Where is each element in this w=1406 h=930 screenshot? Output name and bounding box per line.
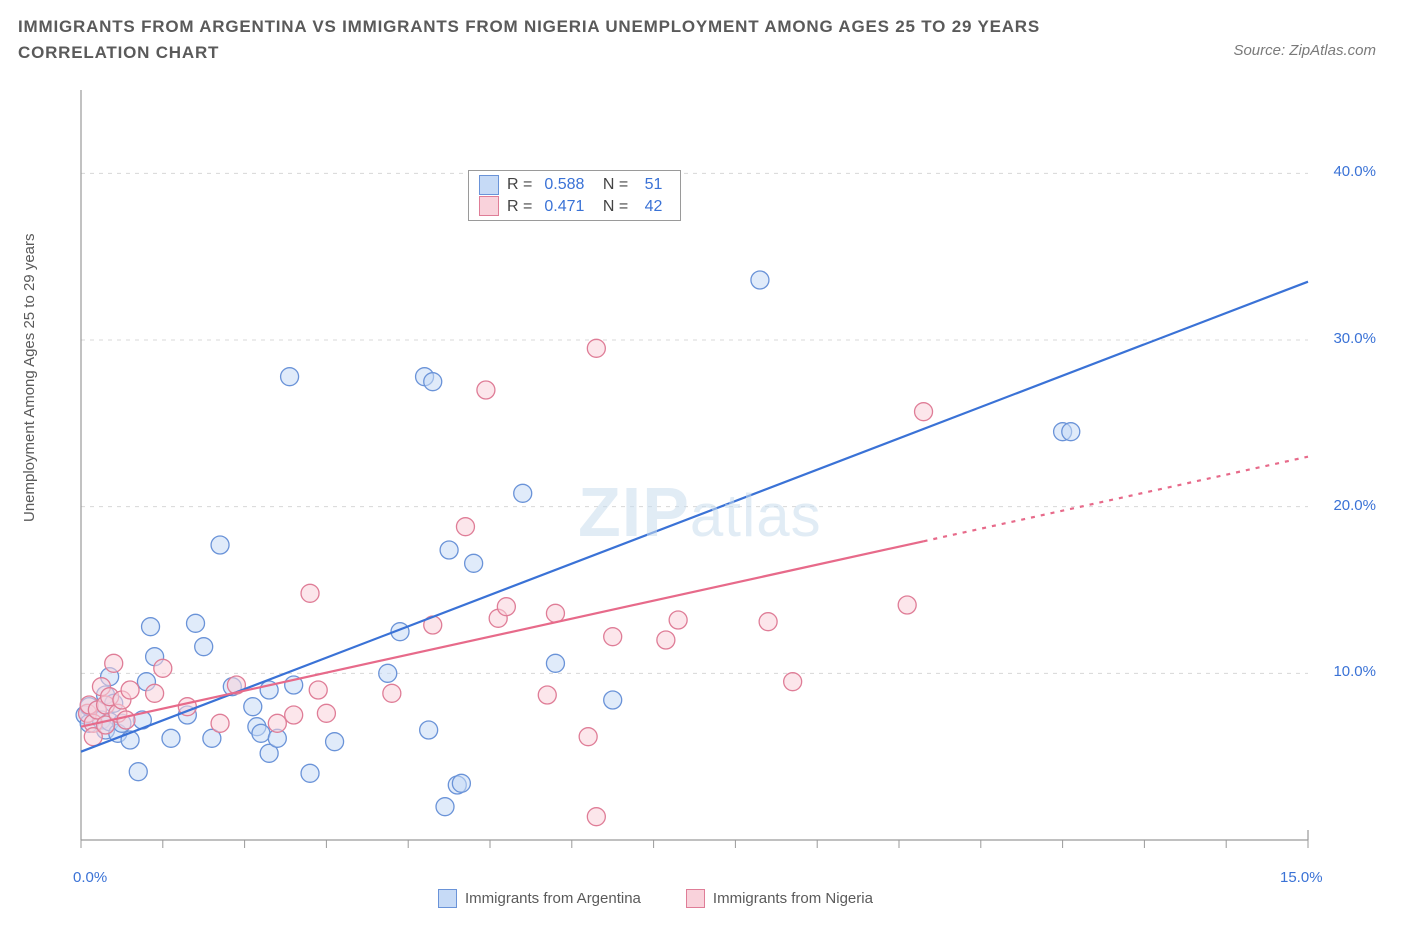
scatter-plot bbox=[73, 82, 1373, 892]
legend-stat-row: R = 0.471 N = 42 bbox=[479, 196, 668, 218]
legend-r-value: 0.588 bbox=[544, 174, 584, 196]
chart-container: Unemployment Among Ages 25 to 29 years Z… bbox=[18, 82, 1388, 914]
legend-stat-row: R = 0.588 N = 51 bbox=[479, 174, 668, 196]
y-axis-label: Unemployment Among Ages 25 to 29 years bbox=[21, 233, 38, 522]
source-attribution: Source: ZipAtlas.com bbox=[1233, 42, 1376, 59]
legend-n-value: 42 bbox=[640, 196, 662, 218]
series-legend-label: Immigrants from Argentina bbox=[465, 890, 641, 907]
y-tick-label: 40.0% bbox=[1333, 163, 1376, 180]
legend-r-value: 0.471 bbox=[544, 196, 584, 218]
legend-n-label: N = bbox=[598, 196, 628, 218]
legend-swatch bbox=[479, 175, 499, 195]
series-legend: Immigrants from Argentina Immigrants from… bbox=[438, 889, 873, 908]
legend-swatch bbox=[686, 889, 705, 908]
legend-swatch bbox=[438, 889, 457, 908]
legend-r-label: R = bbox=[507, 196, 532, 218]
y-tick-label: 20.0% bbox=[1333, 497, 1376, 514]
y-tick-label: 10.0% bbox=[1333, 663, 1376, 680]
stats-legend: R = 0.588 N = 51 R = 0.471 N = 42 bbox=[468, 170, 681, 221]
legend-n-label: N = bbox=[598, 174, 628, 196]
series-legend-label: Immigrants from Nigeria bbox=[713, 890, 873, 907]
y-tick-label: 30.0% bbox=[1333, 330, 1376, 347]
x-tick-label: 0.0% bbox=[73, 869, 107, 886]
x-tick-label: 15.0% bbox=[1280, 869, 1323, 886]
series-legend-item: Immigrants from Nigeria bbox=[686, 889, 873, 908]
series-legend-item: Immigrants from Argentina bbox=[438, 889, 641, 908]
legend-swatch bbox=[479, 196, 499, 216]
chart-title: IMMIGRANTS FROM ARGENTINA VS IMMIGRANTS … bbox=[18, 14, 1138, 67]
legend-n-value: 51 bbox=[640, 174, 662, 196]
legend-r-label: R = bbox=[507, 174, 532, 196]
